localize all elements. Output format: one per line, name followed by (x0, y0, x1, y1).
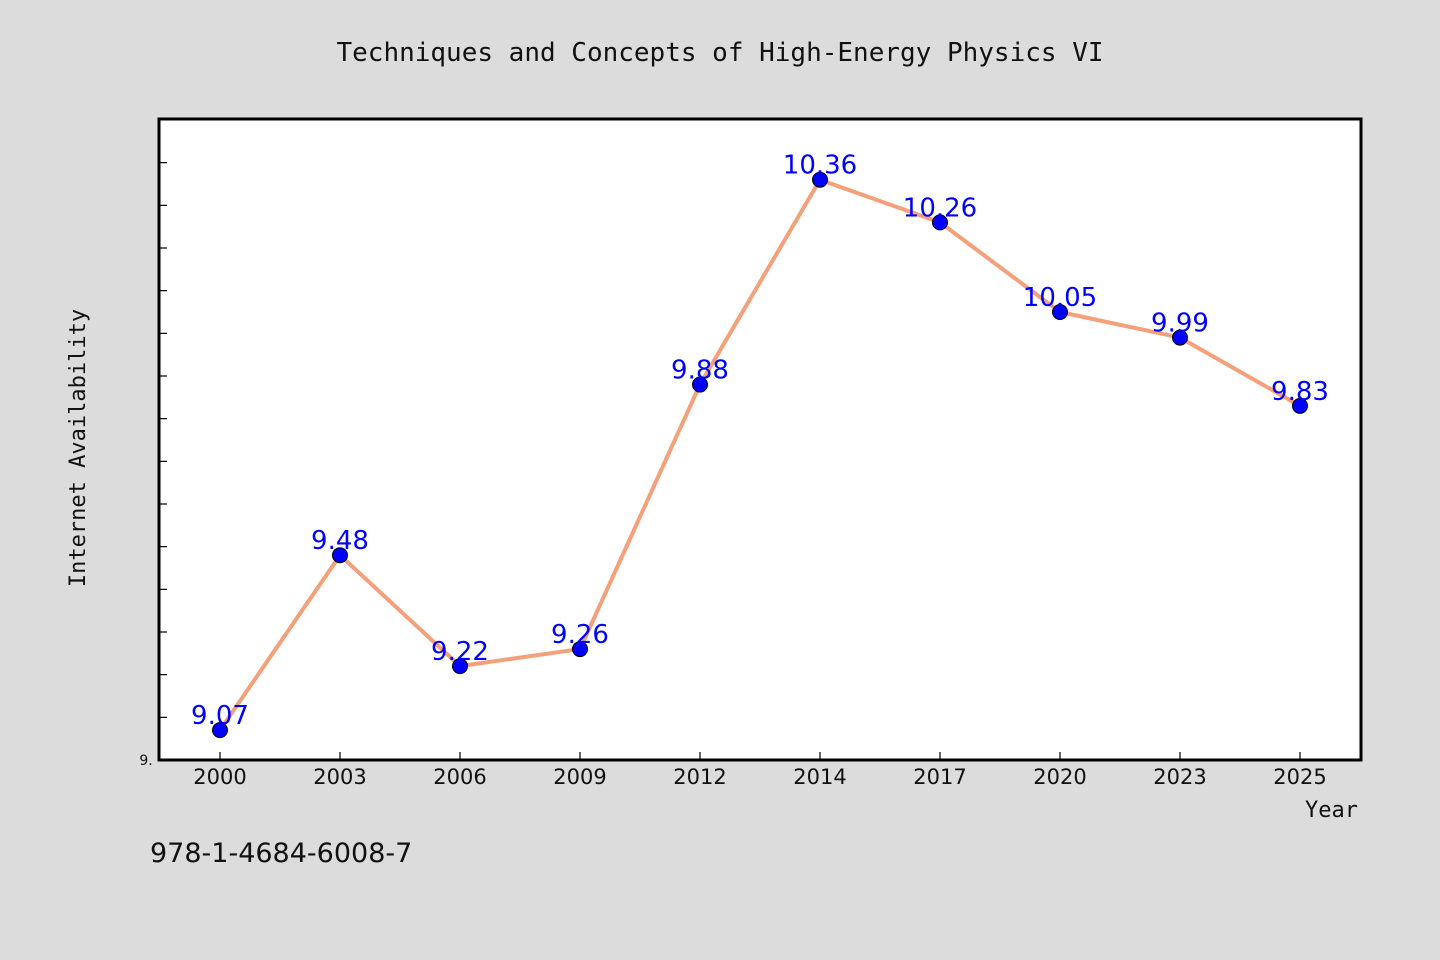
data-point (332, 547, 348, 564)
plot-area (157, 117, 1363, 762)
data-label: 10.36 (783, 151, 857, 181)
x-tick-label: 2006 (433, 765, 486, 789)
y-axis-ticks (159, 162, 167, 718)
data-point (452, 658, 468, 675)
x-axis-ticks: 2000 2003 2006 2009 2012 2014 2017 2020 2023 2025 (193, 752, 1327, 789)
data-point (1052, 304, 1068, 320)
data-label: 9.22 (431, 637, 489, 667)
y-axis-label: Internet Availability (66, 309, 91, 587)
data-label: 9.26 (551, 620, 609, 650)
x-axis-label: Year (1305, 798, 1358, 823)
series-line (218, 177, 1301, 732)
data-point (692, 376, 708, 393)
data-point (812, 171, 828, 188)
data-point (572, 641, 588, 658)
data-point (1172, 329, 1188, 346)
data-label: 9.88 (671, 356, 729, 386)
data-label: 9.83 (1271, 377, 1329, 407)
data-label: 9.07 (191, 701, 249, 731)
data-label: 10.05 (1023, 283, 1097, 313)
data-point (1292, 397, 1308, 414)
x-tick-label: 2009 (553, 765, 606, 789)
y-tick-label: 9. (139, 753, 152, 769)
x-tick-label: 2000 (193, 765, 246, 789)
data-label: 10.26 (903, 193, 977, 223)
data-label: 9.99 (1151, 309, 1209, 339)
data-label: 9.48 (311, 526, 369, 556)
x-tick-label: 2012 (673, 765, 726, 789)
x-tick-label: 2020 (1033, 765, 1086, 789)
x-tick-label: 2003 (313, 765, 366, 789)
chart-title: Techniques and Concepts of High-Energy P… (336, 38, 1103, 68)
x-tick-label: 2025 (1273, 765, 1326, 789)
x-tick-label: 2017 (913, 765, 966, 789)
isbn-label: 978-1-4684-6008-7 (150, 838, 412, 869)
series-layer: 9.07 9.48 9.22 9.26 9.88 10.36 10.26 10.05 9.99 9… (191, 151, 1329, 739)
x-tick-label: 2014 (793, 765, 846, 789)
data-point (932, 214, 948, 231)
x-tick-label: 2023 (1153, 765, 1206, 789)
data-point (212, 722, 228, 739)
